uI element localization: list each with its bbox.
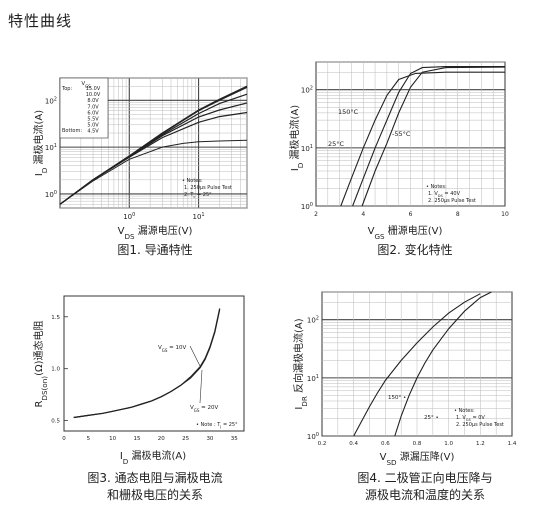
fig1-legend-entry: 15.0V: [86, 86, 101, 92]
fig1-legend-title: VGS: [81, 81, 91, 89]
fig1-legend-bottom-label: Bottom:: [62, 128, 82, 134]
fig1-y-tick-label: 102: [45, 96, 57, 105]
fig3-annotation-vgs20: VGS = 20V: [190, 405, 218, 413]
chart-fig4-plot: 0.2 0.4 0.6 0.8 1.0 1.2 1.4 100 101 102 150° • 25° …: [292, 291, 517, 467]
fig3-x-tick-label: 20: [158, 436, 165, 442]
fig4-annotation: 25° •: [424, 415, 439, 421]
fig1-note-line: 2. Tc = 25°: [184, 192, 212, 199]
fig1-series-line: [59, 111, 248, 205]
fig2-note-line: 1. VDS = 40V: [428, 191, 461, 198]
fig3-x-tick-label: 0: [62, 436, 66, 442]
fig1-x-tick-label: 101: [193, 212, 205, 221]
chart-fig3: 0 5 10 15 20 25 30 35 0.5 1.0 1.5 VGS = 10V VGS = 20…: [0, 286, 270, 471]
fig3-x-tick-label: 5: [87, 436, 91, 442]
fig1-note-title: • Notes:: [182, 178, 203, 184]
chart-fig1-caption: 图1. 导通特性: [117, 243, 193, 257]
fig3-x-axis-label: ID 漏极电流(A): [120, 449, 186, 466]
fig4-x-tick-label: 1.0: [444, 441, 453, 447]
page-title: 特性曲线: [8, 12, 73, 30]
fig2-y-tick-label: 102: [301, 86, 313, 95]
fig2-x-axis-label: VGS 栅源电压(V): [368, 224, 443, 241]
fig4-series-line: [353, 293, 481, 437]
fig4-x-tick-label: 1.4: [508, 441, 517, 447]
fig4-y-tick-label: 101: [307, 374, 319, 383]
chart-fig3-caption-line2: 和栅极电压的关系: [106, 488, 203, 502]
fig1-legend-entry: 5.0V: [87, 123, 99, 129]
fig3-y-tick-label: 1.5: [51, 315, 60, 321]
fig3-y-axis-label: RDS(on)(Ω)通态电阻: [32, 320, 49, 407]
fig1-x-axis-label: VDS 漏源电压(V): [118, 224, 193, 241]
fig2-note-title: • Notes:: [426, 184, 447, 190]
chart-fig4-caption-line1: 图4. 二极管正向电压降与: [357, 471, 493, 485]
fig1-legend-entry: 7.0V: [87, 104, 99, 110]
fig3-annotation-leader: [199, 369, 203, 404]
fig3-x-tick-label: 10: [109, 436, 116, 442]
fig2-annotation: -55°C: [392, 130, 411, 138]
chart-fig1: 100 101 100 101 102 VGS Top: Bottom: 15.0V 10.0V 8…: [0, 58, 270, 268]
fig2-annotation: 150°C: [338, 108, 359, 116]
fig2-x-tick-label: 4: [361, 211, 365, 218]
fig3-y-tick-label: 1.0: [51, 367, 60, 373]
fig1-y-tick-label: 100: [45, 190, 57, 199]
fig4-x-tick-label: 0.6: [381, 441, 390, 447]
fig2-series-line: [340, 71, 505, 207]
fig2-x-tick-label: 2: [314, 211, 318, 218]
chart-fig4-caption-line2: 源极电流和温度的关系: [364, 488, 485, 502]
fig2-series-line: [361, 66, 506, 207]
fig3-x-tick-label: 35: [231, 436, 238, 442]
fig4-x-tick-label: 0.4: [349, 441, 358, 447]
fig4-note-title: • Notes:: [454, 408, 475, 414]
fig1-x-tick-label: 100: [123, 212, 135, 221]
chart-fig3-caption: 图3. 通态电阻与漏极电流 和栅极电压的关系: [50, 470, 260, 504]
fig2-x-tick-label: 8: [456, 211, 460, 218]
fig3-x-tick-label: 30: [206, 436, 213, 442]
fig1-legend-entry: 4.5V: [87, 129, 99, 135]
fig2-y-tick-label: 101: [301, 144, 313, 153]
fig1-legend-top-label: Top:: [61, 86, 72, 92]
chart-fig3-plot: 0 5 10 15 20 25 30 35 0.5 1.0 1.5 VGS = 10V VGS = 20…: [32, 295, 245, 466]
fig4-x-tick-label: 0.2: [318, 441, 327, 447]
fig1-y-tick-label: 101: [45, 143, 57, 152]
chart-fig1-plot: 100 101 100 101 102 VGS Top: Bottom: 15.0V10.0V8…: [32, 77, 248, 241]
fig1-legend-entry: 5.5V: [87, 117, 99, 123]
chart-fig4: 0.2 0.4 0.6 0.8 1.0 1.2 1.4 100 101 102 150° • 25° …: [280, 286, 549, 471]
fig1-legend-box: [59, 77, 109, 139]
fig4-x-tick-label: 1.2: [476, 441, 485, 447]
fig4-y-tick-label: 102: [307, 316, 319, 325]
chart-fig2: 2 4 6 8 10 100 101 102 150°C -55°C 25°C • Notes: 1. …: [280, 58, 549, 268]
chart-fig2-plot: 2 4 6 8 10 100 101 102 150°C -55°C 25°C • Notes:1. …: [288, 61, 509, 241]
fig2-x-tick-label: 6: [409, 211, 413, 218]
fig2-y-axis-label: ID 漏极电流(A): [288, 105, 305, 171]
fig1-note-line: 1. 250μs Pulse Test: [184, 185, 232, 191]
fig2-note-line: 2. 250μs Pulse Test: [428, 198, 476, 204]
fig3-plot-frame: [63, 295, 245, 432]
fig1-legend-entry: 8.0V: [87, 98, 99, 104]
chart-fig2-caption: 图2. 变化特性: [377, 243, 453, 257]
fig1-legend-entry: 6.0V: [87, 110, 99, 116]
fig4-note-line: 2. 250μs Pulse Test: [456, 422, 504, 428]
fig3-x-tick-label: 25: [182, 436, 189, 442]
fig3-annotation-vgs10: VGS = 10V: [158, 345, 186, 353]
fig1-legend-entry: 10.0V: [86, 92, 101, 98]
fig4-y-axis-label: IDR 反向漏极电流(A): [292, 318, 309, 409]
fig3-note: • Note : TJ = 25°: [196, 422, 238, 429]
fig2-x-tick-label: 10: [501, 211, 509, 218]
fig3-series-line: [73, 309, 221, 419]
fig4-y-tick-label: 100: [307, 432, 319, 441]
fig2-annotation: 25°C: [328, 140, 345, 148]
fig4-annotation: 150° •: [388, 395, 406, 401]
fig2-y-tick-label: 100: [301, 202, 313, 211]
fig3-x-tick-label: 15: [133, 436, 140, 442]
fig4-x-tick-label: 0.8: [413, 441, 422, 447]
fig3-annotation-leader: [189, 345, 201, 367]
fig3-y-tick-label: 0.5: [51, 419, 60, 425]
fig4-series-line: [394, 291, 492, 437]
fig1-y-axis-label: ID 漏极电流(A): [32, 110, 49, 176]
fig4-x-axis-label: VSD 源漏压降(V): [380, 450, 455, 467]
fig1-series-line: [59, 139, 248, 205]
chart-fig3-caption-line1: 图3. 通态电阻与漏极电流: [87, 471, 223, 485]
fig2-series-line: [352, 66, 505, 207]
fig4-note-line: 1. VGS = 0V: [456, 415, 485, 422]
chart-fig4-caption: 图4. 二极管正向电压降与 源极电流和温度的关系: [320, 470, 530, 504]
